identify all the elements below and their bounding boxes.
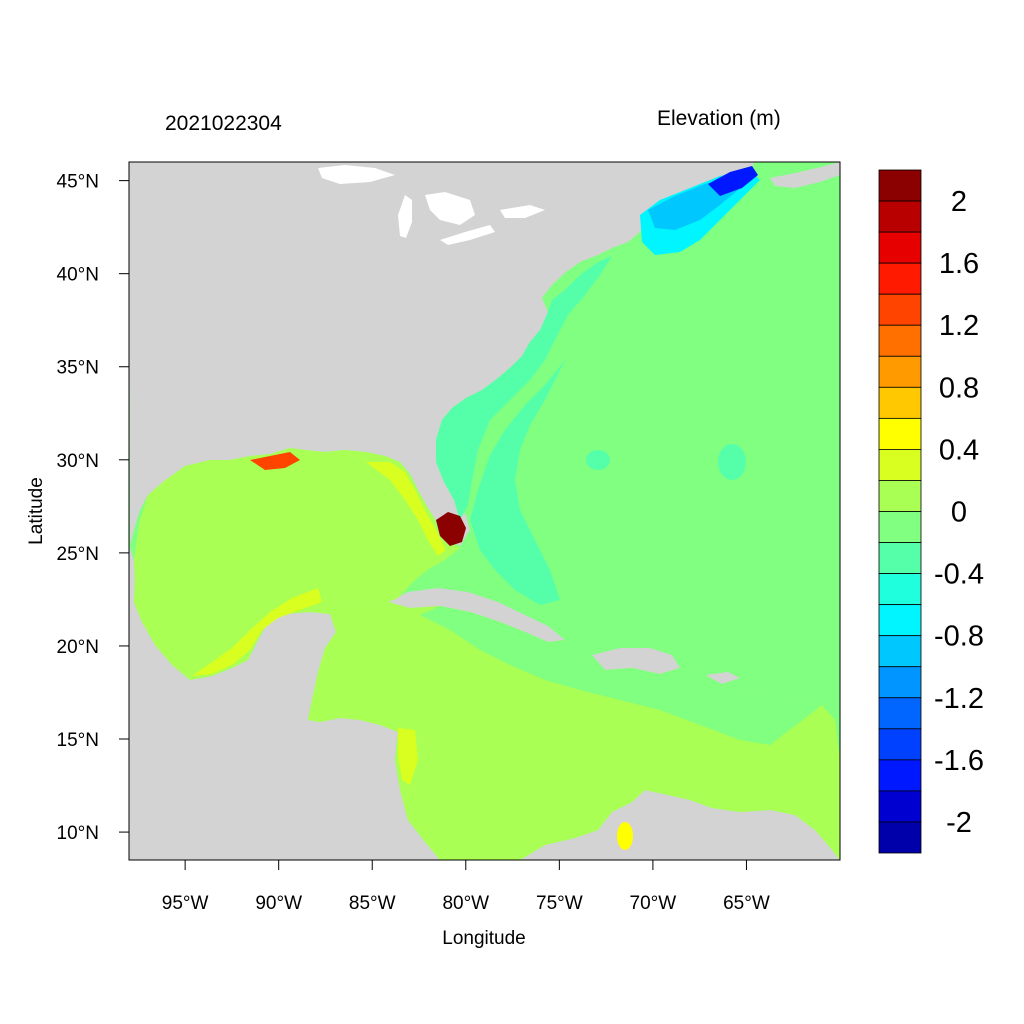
- lon-tick-label: 80°W: [442, 893, 489, 914]
- lat-tick-label: 25°N: [57, 544, 99, 565]
- colorbar-swatch: [878, 200, 922, 233]
- lat-tick-label: 30°N: [57, 451, 99, 472]
- lat-axis: 45°N 40°N 35°N 30°N 25°N 20°N 15°N 10°N: [57, 172, 129, 844]
- lake-maracaibo-patch: [617, 822, 633, 850]
- bay-of-fundy-core: [708, 166, 758, 196]
- florida-surge-patch: [436, 512, 466, 546]
- lake-erie: [440, 225, 495, 245]
- hispaniola-land: [592, 648, 680, 674]
- lon-tick-label: 70°W: [630, 893, 677, 914]
- map-frame: [128, 161, 841, 861]
- colorbar-label: 0.4: [939, 434, 979, 466]
- colorbar-swatch: [878, 542, 922, 574]
- colorbar-label: -1.6: [934, 745, 984, 777]
- colorbar-swatch: [878, 573, 922, 606]
- colorbar-swatch: [878, 449, 922, 481]
- map-panel: [128, 161, 841, 861]
- lake-superior: [318, 165, 395, 184]
- south-america-land: [520, 790, 840, 860]
- cuba-land: [388, 588, 565, 642]
- colorbar-swatch: [878, 511, 922, 543]
- lon-axis: 95°W 90°W 85°W 80°W 75°W 70°W 65°W: [162, 860, 770, 914]
- puerto-rico-land: [705, 672, 740, 684]
- atlantic-neg-zone: [470, 335, 578, 605]
- lat-tick-label: 20°N: [57, 637, 99, 658]
- colorbar-label: -1.2: [934, 683, 984, 715]
- lon-tick-label: 90°W: [255, 893, 302, 914]
- colorbar-swatch: [878, 635, 922, 668]
- caribbean-zero-band: [420, 606, 822, 745]
- lat-tick-label: 45°N: [57, 172, 99, 193]
- variable-title: Elevation (m): [657, 107, 781, 130]
- lon-tick-label: 85°W: [349, 893, 396, 914]
- colorbar-swatch: [878, 697, 922, 730]
- colorbar-label: 1.6: [939, 248, 979, 280]
- timestamp-label: 2021022304: [165, 112, 282, 135]
- colorbar-swatch: [878, 759, 922, 792]
- north-america-land: [129, 162, 755, 546]
- atlantic-eddy-1: [586, 450, 610, 470]
- colorbar-swatch: [878, 666, 922, 699]
- lake-huron: [425, 192, 475, 225]
- colorbar-swatch: [878, 728, 922, 761]
- colorbar-label: 0.8: [939, 372, 979, 404]
- colorbar-swatch: [878, 355, 922, 388]
- lon-tick-label: 65°W: [723, 893, 770, 914]
- colorbar-label: 1.2: [939, 310, 979, 342]
- atlantic-eddy-2: [718, 444, 746, 480]
- colorbar-swatch: [878, 231, 922, 264]
- great-lakes: [318, 165, 545, 245]
- colorbar-swatch: [878, 262, 922, 295]
- colorbar-label: 0: [951, 497, 967, 529]
- colorbar-label: -0.8: [934, 621, 984, 653]
- colorbar-label: 2: [951, 186, 967, 218]
- colorbar: 2 1.6 1.2 0.8 0.4 0 -0.4 -0.8 -1.2 -1.6 -2: [878, 169, 984, 854]
- colorbar-swatch: [878, 417, 922, 450]
- caribbean-water: [308, 600, 840, 860]
- mexico-land: [129, 545, 440, 860]
- nicaragua-shelf: [398, 728, 418, 785]
- west-florida-shelf: [366, 462, 446, 556]
- lat-tick-label: 40°N: [57, 265, 99, 286]
- lat-tick-label: 35°N: [57, 358, 99, 379]
- yucatan-shelf: [192, 588, 322, 676]
- nova-scotia-land: [770, 162, 840, 188]
- lon-tick-label: 75°W: [536, 893, 583, 914]
- colorbar-swatch: [878, 386, 922, 419]
- lat-tick-label: 10°N: [57, 823, 99, 844]
- colorbar-label: -0.4: [934, 559, 984, 591]
- colorbar-swatch: [878, 790, 922, 823]
- lat-tick-label: 15°N: [57, 730, 99, 751]
- louisiana-surge-patch: [250, 452, 300, 470]
- lake-ontario: [500, 205, 545, 218]
- colorbar-swatch: [878, 324, 922, 357]
- colorbar-swatch: [878, 293, 922, 326]
- gulf-of-mexico-water: [134, 448, 460, 680]
- east-coast-shelf: [436, 256, 612, 520]
- colorbar-swatch: [878, 604, 922, 637]
- colorbar-label: -2: [946, 807, 972, 839]
- colorbar-swatch: [878, 169, 922, 202]
- lake-michigan: [398, 195, 412, 238]
- lon-tick-label: 95°W: [162, 893, 209, 914]
- colorbar-swatch: [878, 480, 922, 512]
- y-axis-title: Latitude: [26, 477, 47, 545]
- colorbar-swatch: [878, 821, 922, 854]
- x-axis-title: Longitude: [442, 928, 525, 949]
